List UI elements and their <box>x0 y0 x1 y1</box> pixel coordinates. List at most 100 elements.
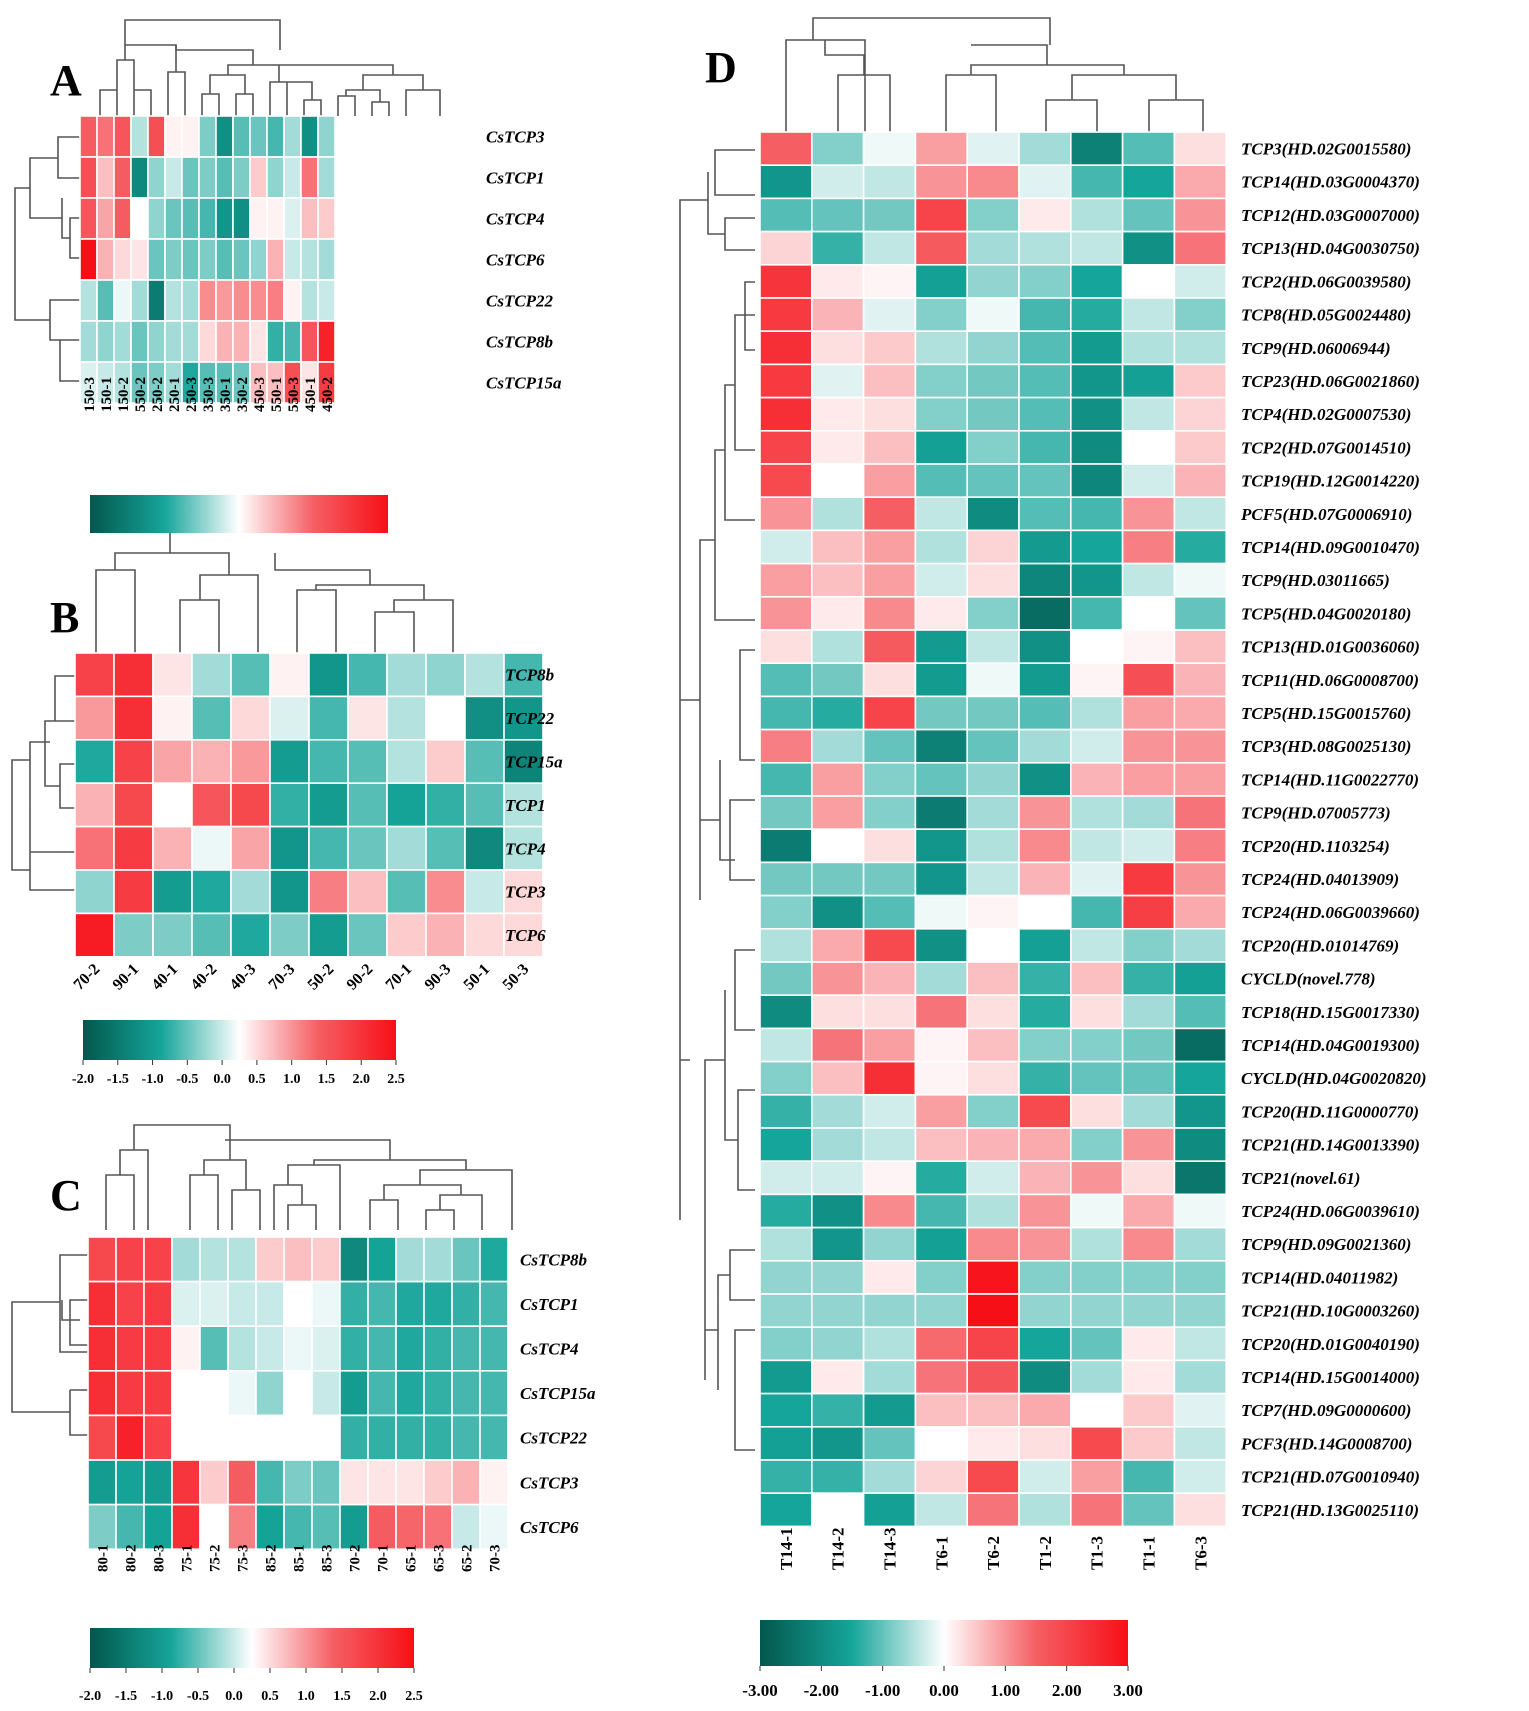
heatmap-cell <box>113 912 154 958</box>
heatmap-cell <box>1173 629 1228 665</box>
column-label: T14-1 <box>777 1528 796 1571</box>
heatmap-cell <box>181 320 200 363</box>
row-label: TCP8b <box>505 666 554 685</box>
heatmap-cell <box>966 263 1020 299</box>
heatmap-cell <box>339 1503 369 1550</box>
heatmap-cell <box>1173 728 1228 764</box>
heatmap-cell <box>1121 1226 1176 1262</box>
heatmap-cell <box>1070 1359 1124 1395</box>
heatmap-cell <box>966 1326 1020 1362</box>
heatmap-cell <box>300 320 319 363</box>
panel-c-row-dendrogram <box>11 1254 88 1436</box>
heatmap-cell <box>479 1459 509 1506</box>
column-label: 80-3 <box>151 1545 167 1573</box>
heatmap-cell <box>115 1325 145 1372</box>
column-label: 80-2 <box>123 1545 139 1573</box>
heatmap-cell <box>1018 529 1072 565</box>
heatmap-cell <box>810 396 865 432</box>
column-label: T1-3 <box>1088 1536 1107 1570</box>
row-label: CsTCP8b <box>520 1250 587 1269</box>
heatmap-cell <box>479 1503 509 1550</box>
heatmap-cell <box>914 1094 969 1129</box>
row-label: PCF5(HD.07G0006910) <box>1240 505 1412 524</box>
heatmap-cell <box>914 1226 969 1262</box>
heatmap-cell <box>266 238 285 281</box>
heatmap-cell <box>862 828 917 864</box>
heatmap-cell <box>87 1325 117 1372</box>
heatmap-cell <box>1173 695 1228 731</box>
heatmap-cell <box>1173 297 1228 333</box>
heatmap-cell <box>1173 795 1228 831</box>
heatmap-cell <box>147 238 166 281</box>
heatmap-cell <box>143 1325 173 1372</box>
heatmap-cell <box>1018 363 1072 399</box>
heatmap-cell <box>1173 1260 1228 1295</box>
row-label: CYCLD(novel.778) <box>1241 970 1376 989</box>
heatmap-cell <box>1070 463 1124 499</box>
row-label: CsTCP3 <box>486 127 545 146</box>
heatmap-cell <box>862 1160 917 1196</box>
heatmap-cell <box>79 279 98 322</box>
heatmap-cell <box>1070 562 1124 598</box>
heatmap-cell <box>862 1359 917 1395</box>
heatmap-cell <box>810 496 865 532</box>
heatmap-cell <box>1018 894 1072 930</box>
heatmap-cell <box>317 197 336 240</box>
heatmap-cell <box>113 738 154 784</box>
heatmap-cell <box>164 156 183 199</box>
heatmap-cell <box>1173 1226 1228 1262</box>
heatmap-cell <box>1070 695 1124 731</box>
heatmap-cell <box>914 894 969 930</box>
heatmap-cell <box>283 1325 313 1372</box>
heatmap-cell <box>966 164 1020 200</box>
heatmap-cell <box>367 1459 397 1506</box>
heatmap-cell <box>1070 164 1124 200</box>
heatmap-cell <box>1018 1127 1072 1163</box>
heatmap-cell <box>451 1370 481 1417</box>
heatmap-cell <box>759 1492 813 1528</box>
heatmap-cell <box>966 297 1020 333</box>
heatmap-cell <box>759 1060 813 1096</box>
heatmap-cell <box>810 1260 865 1295</box>
heatmap-cell <box>339 1280 369 1327</box>
heatmap-cell <box>966 1193 1020 1229</box>
heatmap-cell <box>113 695 154 741</box>
heatmap-cell <box>862 1027 917 1063</box>
heatmap-cell <box>1121 795 1176 831</box>
heatmap-cell <box>1070 1094 1124 1129</box>
heatmap-cell <box>1018 496 1072 532</box>
heatmap-cell <box>862 728 917 764</box>
heatmap-cell <box>914 828 969 864</box>
heatmap-cell <box>191 738 232 784</box>
column-label: T6-1 <box>932 1536 951 1570</box>
heatmap-cell <box>966 463 1020 499</box>
heatmap-cell <box>1018 562 1072 598</box>
heatmap-cell <box>255 1459 285 1506</box>
heatmap-cell <box>395 1459 425 1506</box>
heatmap-cell <box>283 1370 313 1417</box>
heatmap-cell <box>1121 1459 1176 1495</box>
heatmap-cell <box>810 1027 865 1063</box>
heatmap-cell <box>1018 1359 1072 1395</box>
row-label: CsTCP22 <box>520 1429 588 1448</box>
heatmap-cell <box>862 1260 917 1295</box>
heatmap-cell <box>74 912 115 958</box>
heatmap-cell <box>283 156 302 199</box>
heatmap-cell <box>1070 197 1124 233</box>
heatmap-cell <box>1070 1293 1124 1329</box>
heatmap-cell <box>479 1236 509 1283</box>
heatmap-cell <box>810 1060 865 1096</box>
heatmap-cell <box>311 1370 341 1417</box>
heatmap-cell <box>255 1370 285 1417</box>
heatmap-cell <box>79 197 98 240</box>
heatmap-cell <box>759 1260 813 1295</box>
heatmap-cell <box>1173 1293 1228 1329</box>
heatmap-cell <box>143 1280 173 1327</box>
heatmap-cell <box>423 1503 453 1550</box>
heatmap-cell <box>1018 131 1072 167</box>
heatmap-cell <box>966 496 1020 532</box>
heatmap-cell <box>1070 1160 1124 1196</box>
heatmap-cell <box>191 652 232 698</box>
heatmap-cell <box>759 1193 813 1229</box>
heatmap-cell <box>862 330 917 366</box>
